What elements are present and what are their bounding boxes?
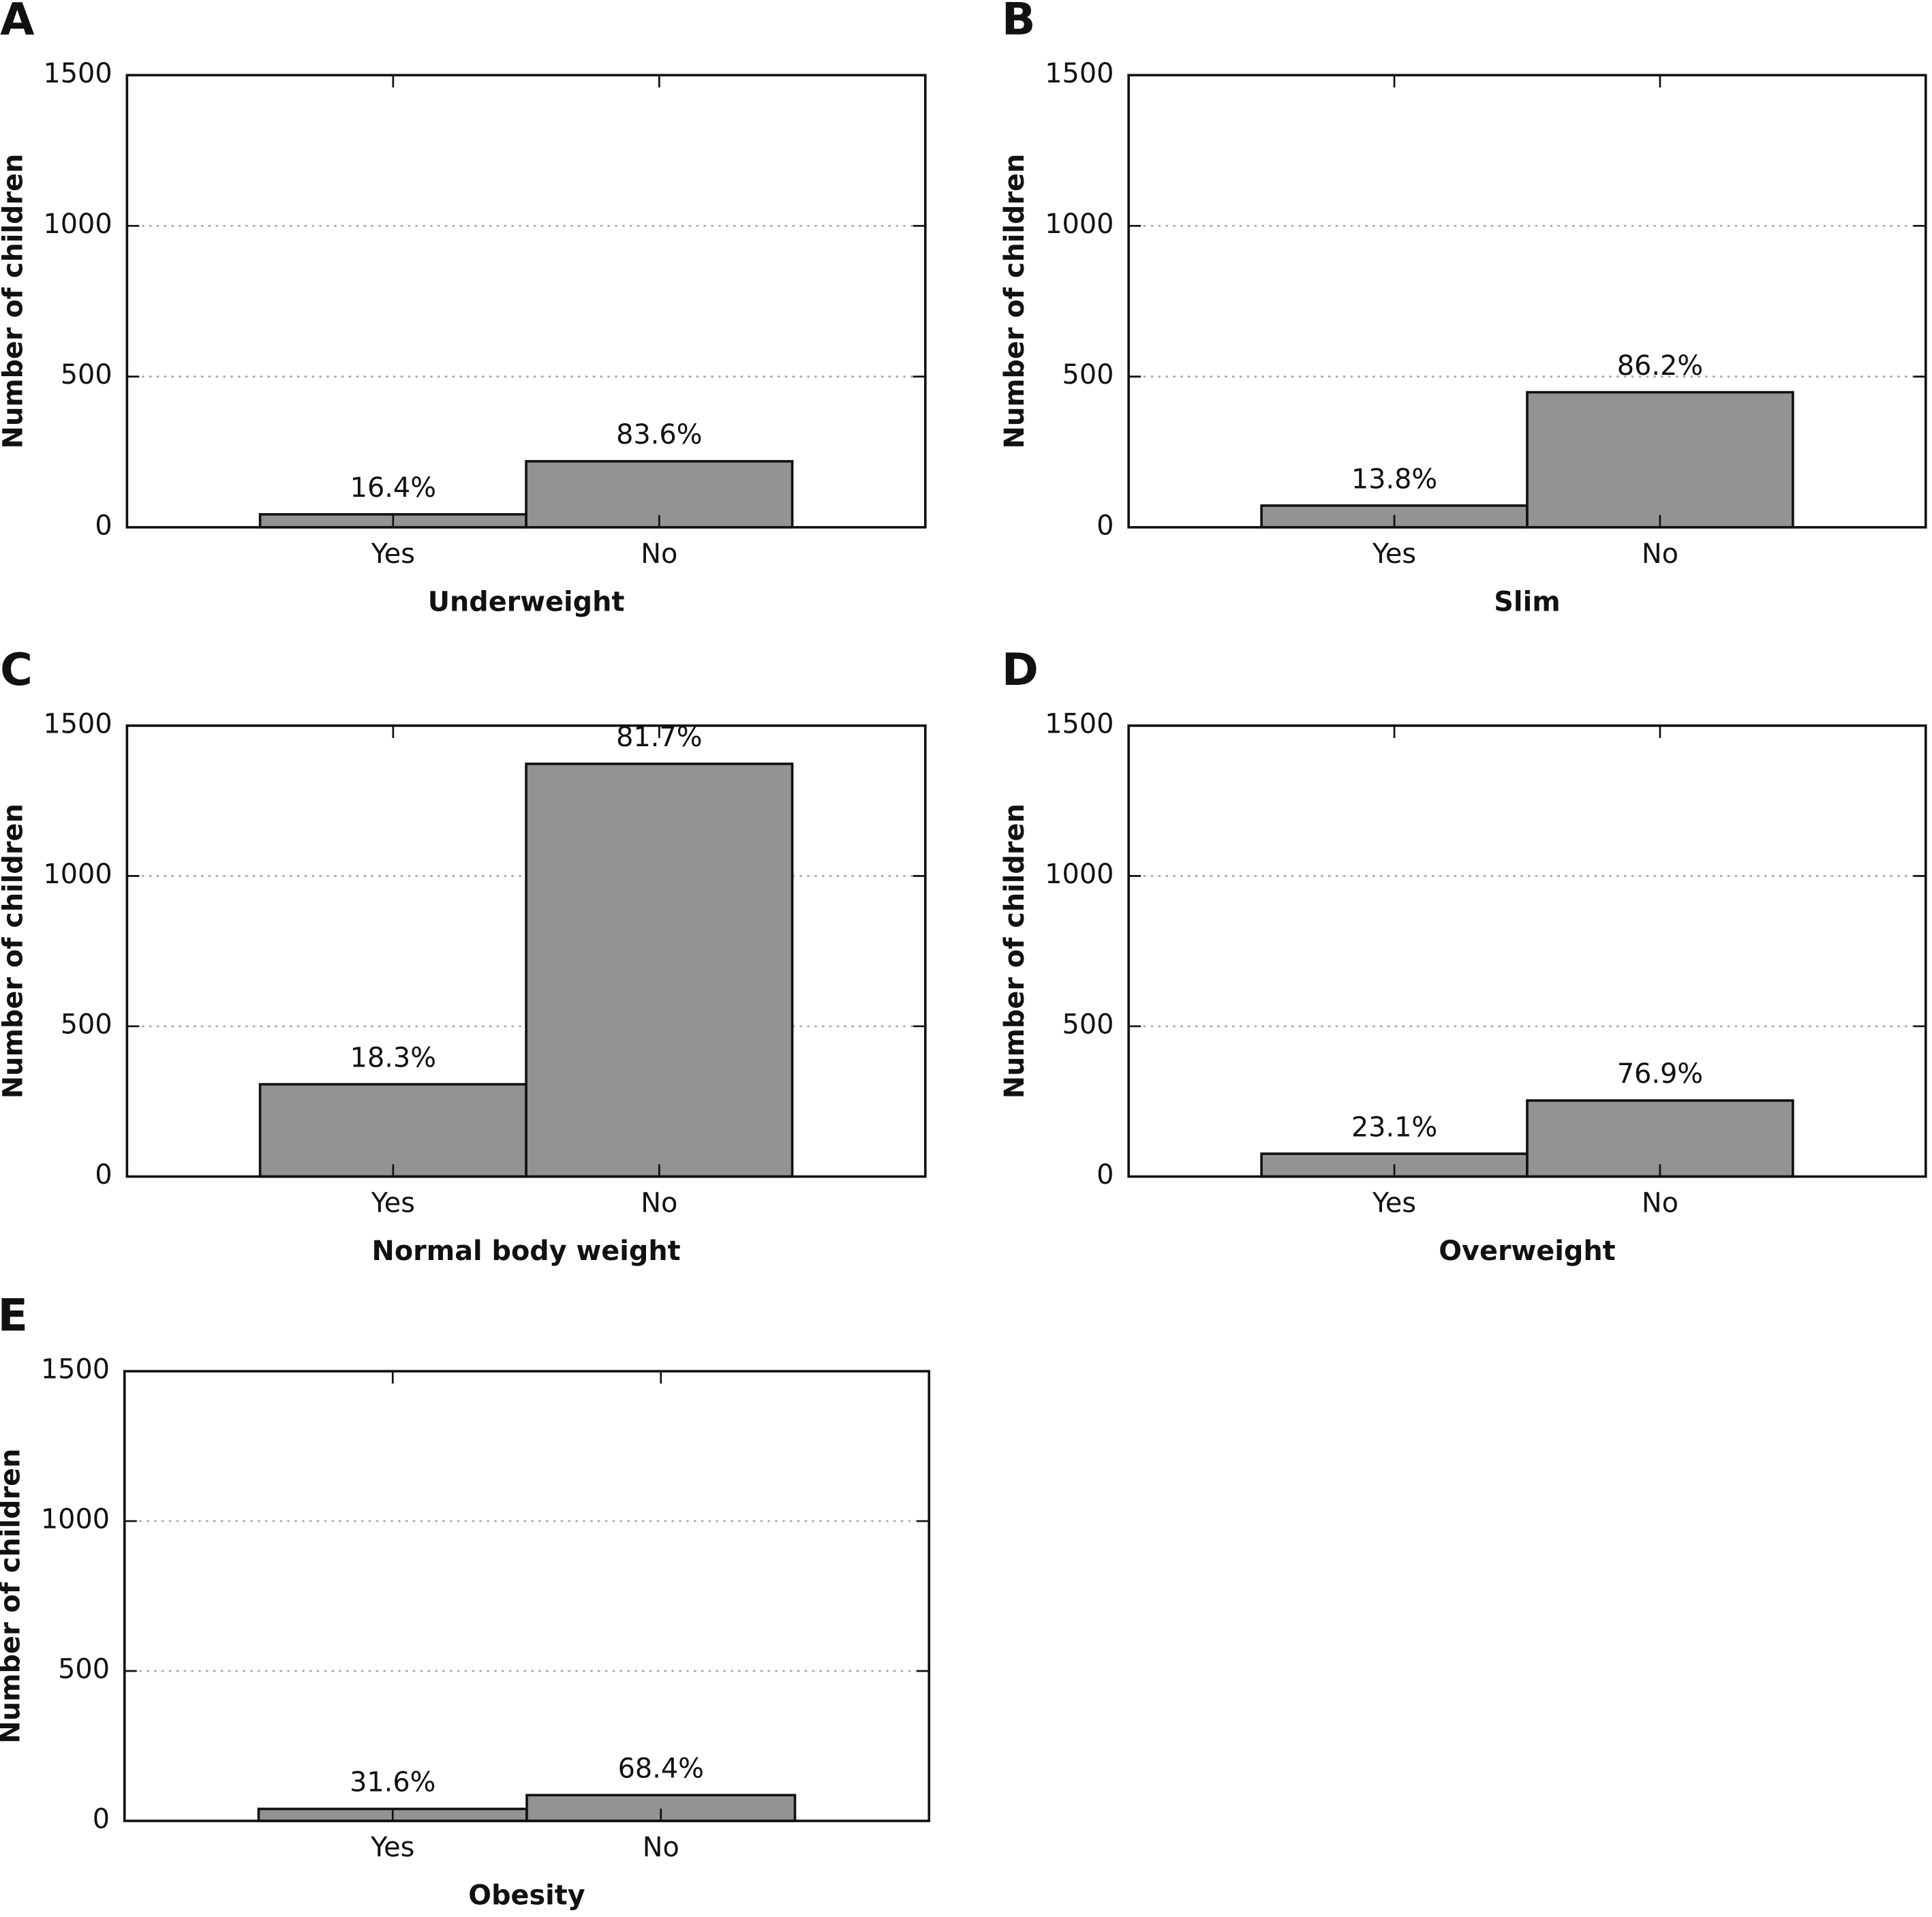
y-axis-title: Number of children bbox=[999, 803, 1030, 1099]
y-tick-label: 1000 bbox=[1045, 209, 1114, 240]
y-axis-title: Number of children bbox=[0, 803, 29, 1099]
bar-annotation: 31.6% bbox=[350, 1767, 435, 1798]
y-tick-label: 1500 bbox=[43, 708, 112, 739]
y-axis-title: Number of children bbox=[0, 154, 29, 449]
y-tick-label: 500 bbox=[1062, 1009, 1114, 1040]
y-tick-label: 1500 bbox=[41, 1354, 110, 1385]
y-tick-label: 0 bbox=[93, 1803, 110, 1835]
bar-annotation: 23.1% bbox=[1351, 1111, 1437, 1143]
plot-frame bbox=[125, 74, 927, 529]
plot-frame bbox=[1127, 724, 1927, 1178]
plot-frame bbox=[1127, 74, 1927, 529]
bar-annotation: 68.4% bbox=[618, 1753, 704, 1784]
bar bbox=[258, 1083, 527, 1178]
bar-annotation: 16.4% bbox=[350, 472, 436, 504]
y-tick-label: 1500 bbox=[1045, 58, 1114, 89]
bar bbox=[1526, 1099, 1794, 1178]
x-tick-label: Yes bbox=[370, 1832, 414, 1863]
y-axis-title: Number of children bbox=[0, 1449, 27, 1744]
x-axis-title: Normal body weight bbox=[372, 1236, 681, 1267]
y-tick-label: 1500 bbox=[43, 58, 112, 89]
plot-frame bbox=[123, 1370, 931, 1822]
y-axis-title: Number of children bbox=[999, 154, 1030, 449]
y-tick-label: 1000 bbox=[43, 859, 112, 890]
bar-annotation: 76.9% bbox=[1617, 1058, 1703, 1090]
x-tick-label: No bbox=[1642, 1188, 1678, 1219]
x-axis-title: Slim bbox=[1494, 586, 1560, 617]
y-tick-label: 0 bbox=[95, 1159, 112, 1191]
x-tick-label: No bbox=[643, 1832, 679, 1863]
bar bbox=[1526, 390, 1794, 529]
x-tick-label: Yes bbox=[371, 1188, 415, 1219]
y-tick-label: 0 bbox=[1097, 510, 1114, 541]
bar bbox=[525, 763, 794, 1178]
bar-annotation: 18.3% bbox=[350, 1042, 436, 1073]
x-tick-label: Yes bbox=[1372, 538, 1416, 570]
y-tick-label: 0 bbox=[95, 510, 112, 541]
bar-annotation: 86.2% bbox=[1617, 350, 1703, 382]
y-tick-label: 1000 bbox=[41, 1504, 110, 1535]
x-tick-label: Yes bbox=[371, 538, 415, 570]
y-tick-label: 1000 bbox=[43, 209, 112, 240]
y-tick-label: 500 bbox=[61, 359, 112, 390]
panel-label: B bbox=[1002, 0, 1036, 46]
y-tick-label: 500 bbox=[1062, 359, 1114, 390]
x-tick-label: Yes bbox=[1372, 1188, 1416, 1219]
panel-label: E bbox=[0, 1290, 28, 1341]
x-tick-label: No bbox=[641, 1188, 677, 1219]
panel-label: D bbox=[1002, 645, 1039, 696]
bar-annotation: 13.8% bbox=[1351, 463, 1437, 495]
plot-frame bbox=[125, 724, 927, 1178]
y-tick-label: 0 bbox=[1097, 1159, 1114, 1191]
bar-annotation: 83.6% bbox=[616, 419, 702, 450]
panel-label: C bbox=[0, 645, 33, 696]
y-tick-label: 1500 bbox=[1045, 708, 1114, 739]
x-tick-label: No bbox=[641, 538, 677, 570]
y-tick-label: 500 bbox=[58, 1654, 110, 1685]
x-axis-title: Obesity bbox=[468, 1880, 585, 1912]
y-tick-label: 1000 bbox=[1045, 859, 1114, 890]
y-tick-label: 500 bbox=[61, 1009, 112, 1040]
x-axis-title: Underweight bbox=[428, 586, 625, 617]
x-axis-title: Overweight bbox=[1439, 1236, 1615, 1267]
panel-label: A bbox=[0, 0, 35, 46]
x-tick-label: No bbox=[1642, 538, 1678, 570]
